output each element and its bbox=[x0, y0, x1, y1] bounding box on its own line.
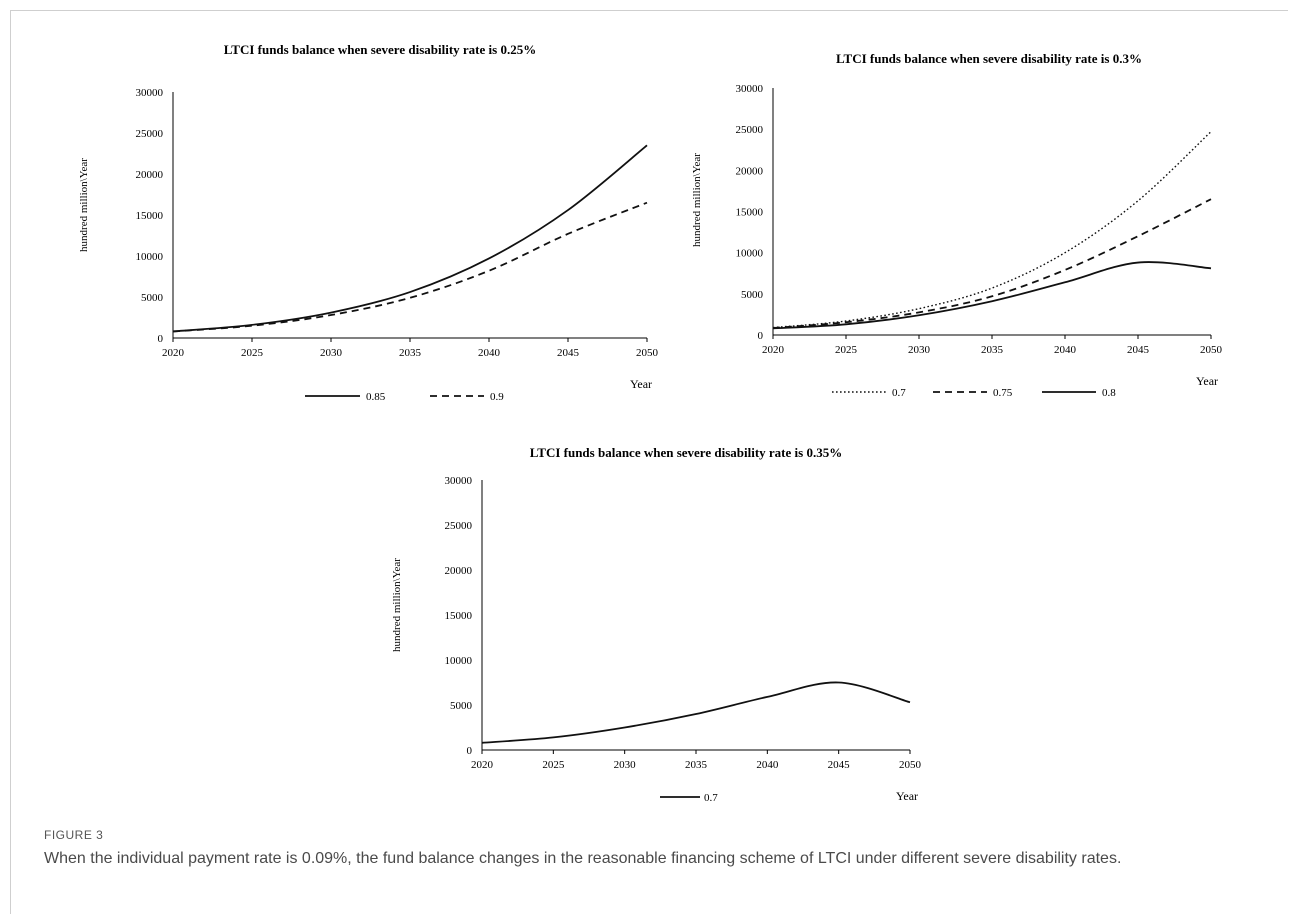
legend-label: 0.85 bbox=[366, 391, 386, 403]
legend-label: 0.8 bbox=[1102, 387, 1116, 399]
y-tick-label: 5000 bbox=[450, 700, 473, 712]
y-tick-label: 30000 bbox=[445, 475, 473, 487]
x-tick-label: 2050 bbox=[1200, 344, 1223, 356]
x-tick-label: 2030 bbox=[908, 344, 931, 356]
y-tick-label: 10000 bbox=[445, 655, 473, 667]
y-tick-label: 25000 bbox=[736, 124, 764, 136]
x-axis-label: Year bbox=[896, 789, 918, 803]
x-tick-label: 2040 bbox=[1054, 344, 1077, 356]
x-tick-label: 2025 bbox=[241, 347, 264, 359]
x-tick-label: 2035 bbox=[685, 759, 708, 771]
series-line-0-8 bbox=[772, 261, 1212, 330]
series-line-0-7 bbox=[772, 131, 1212, 329]
chart-title: LTCI funds balance when severe disabilit… bbox=[836, 51, 1142, 66]
y-tick-label: 0 bbox=[158, 333, 164, 345]
chart-disability-0-35: LTCI funds balance when severe disabilit… bbox=[391, 445, 922, 804]
x-tick-label: 2030 bbox=[614, 759, 637, 771]
legend-label: 0.9 bbox=[490, 391, 504, 403]
legend-label: 0.7 bbox=[704, 792, 718, 804]
y-tick-label: 25000 bbox=[445, 520, 473, 532]
x-axis-label: Year bbox=[1196, 374, 1218, 388]
y-tick-label: 15000 bbox=[736, 207, 764, 219]
chart-disability-0-3: LTCI funds balance when severe disabilit… bbox=[691, 51, 1223, 399]
y-tick-label: 30000 bbox=[736, 83, 764, 95]
y-axis-label: hundred million\Year bbox=[78, 158, 90, 252]
x-tick-label: 2020 bbox=[762, 344, 785, 356]
x-tick-label: 2020 bbox=[471, 759, 494, 771]
y-tick-label: 15000 bbox=[136, 210, 164, 222]
y-tick-label: 20000 bbox=[136, 169, 164, 181]
y-tick-label: 10000 bbox=[136, 251, 164, 263]
y-tick-label: 0 bbox=[758, 330, 764, 342]
figure-label: FIGURE 3 bbox=[44, 828, 104, 842]
x-tick-label: 2020 bbox=[162, 347, 185, 359]
series-line-0-7 bbox=[481, 681, 911, 744]
y-tick-label: 25000 bbox=[136, 128, 164, 140]
y-axis-label: hundred million\Year bbox=[691, 153, 703, 247]
figure-frame bbox=[10, 10, 1288, 914]
x-tick-label: 2025 bbox=[542, 759, 565, 771]
y-tick-label: 10000 bbox=[736, 248, 764, 260]
legend-label: 0.75 bbox=[993, 387, 1013, 399]
x-tick-label: 2045 bbox=[1127, 344, 1150, 356]
x-tick-label: 2025 bbox=[835, 344, 858, 356]
x-tick-label: 2035 bbox=[981, 344, 1004, 356]
series-line-0-85 bbox=[172, 144, 648, 333]
y-tick-label: 5000 bbox=[141, 292, 164, 304]
chart-title: LTCI funds balance when severe disabilit… bbox=[530, 445, 842, 460]
x-tick-label: 2050 bbox=[636, 347, 659, 359]
y-tick-label: 30000 bbox=[136, 87, 164, 99]
x-tick-label: 2035 bbox=[399, 347, 422, 359]
y-tick-label: 20000 bbox=[736, 165, 764, 177]
x-tick-label: 2045 bbox=[557, 347, 580, 359]
y-tick-label: 0 bbox=[467, 745, 473, 757]
x-tick-label: 2030 bbox=[320, 347, 343, 359]
y-tick-label: 15000 bbox=[445, 610, 473, 622]
y-tick-label: 5000 bbox=[741, 289, 764, 301]
x-tick-label: 2050 bbox=[899, 759, 922, 771]
y-axis-label: hundred million\Year bbox=[391, 558, 403, 652]
x-tick-label: 2045 bbox=[828, 759, 851, 771]
series-line-0-75 bbox=[772, 198, 1212, 329]
figure-caption: When the individual payment rate is 0.09… bbox=[44, 850, 1122, 867]
x-tick-label: 2040 bbox=[756, 759, 779, 771]
chart-disability-0-25: LTCI funds balance when severe disabilit… bbox=[78, 42, 659, 403]
series-line-0-9 bbox=[172, 201, 648, 333]
x-tick-label: 2040 bbox=[478, 347, 501, 359]
chart-title: LTCI funds balance when severe disabilit… bbox=[224, 42, 536, 57]
legend-label: 0.7 bbox=[892, 387, 906, 399]
y-tick-label: 20000 bbox=[445, 565, 473, 577]
x-axis-label: Year bbox=[630, 377, 652, 391]
